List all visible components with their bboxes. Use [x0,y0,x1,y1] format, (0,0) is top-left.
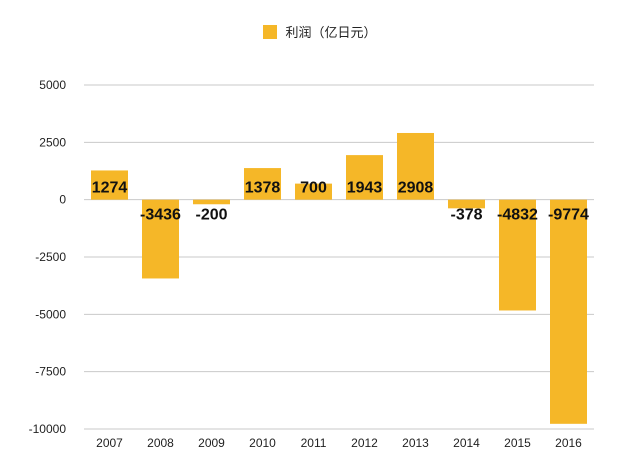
data-label: -378 [450,207,482,224]
data-label: -9774 [548,207,589,224]
y-tick-label: -7500 [35,365,66,379]
x-tick-label: 2011 [301,436,327,449]
x-tick-label: 2010 [249,436,276,449]
x-tick-label: 2012 [351,436,378,449]
y-tick-label: 5000 [39,78,66,92]
bar [397,132,434,200]
y-tick-label: -5000 [35,307,66,321]
y-tick-label: 2500 [39,135,66,149]
data-label: 1274 [92,180,128,197]
legend-swatch [263,25,278,39]
x-tick-label: 2013 [402,436,429,449]
legend-label: 利润（亿日元） [285,25,377,40]
bar [244,168,281,200]
bar [142,199,179,279]
x-tick-label: 2008 [147,436,174,449]
bar [499,199,536,311]
data-label: 1378 [245,180,281,197]
data-label: -3436 [140,207,181,224]
bar [346,155,383,200]
y-tick-label: 0 [59,193,66,207]
data-label: -200 [195,207,227,224]
data-label: 700 [300,180,327,197]
bar [448,199,485,209]
bar [193,199,230,205]
y-tick-label: -10000 [29,422,67,436]
x-tick-label: 2016 [555,436,582,449]
x-tick-label: 2007 [96,436,123,449]
x-tick-label: 2015 [504,436,531,449]
chart-legend: 利润（亿日元） [0,22,640,41]
data-label: -4832 [497,207,538,224]
x-tick-label: 2014 [453,436,480,449]
x-tick-label: 2009 [198,436,225,449]
data-label: 1943 [347,180,383,197]
bar [295,183,332,200]
data-label: 2908 [398,180,434,197]
bar [91,170,128,200]
bar [550,199,587,424]
y-tick-label: -2500 [35,250,66,264]
